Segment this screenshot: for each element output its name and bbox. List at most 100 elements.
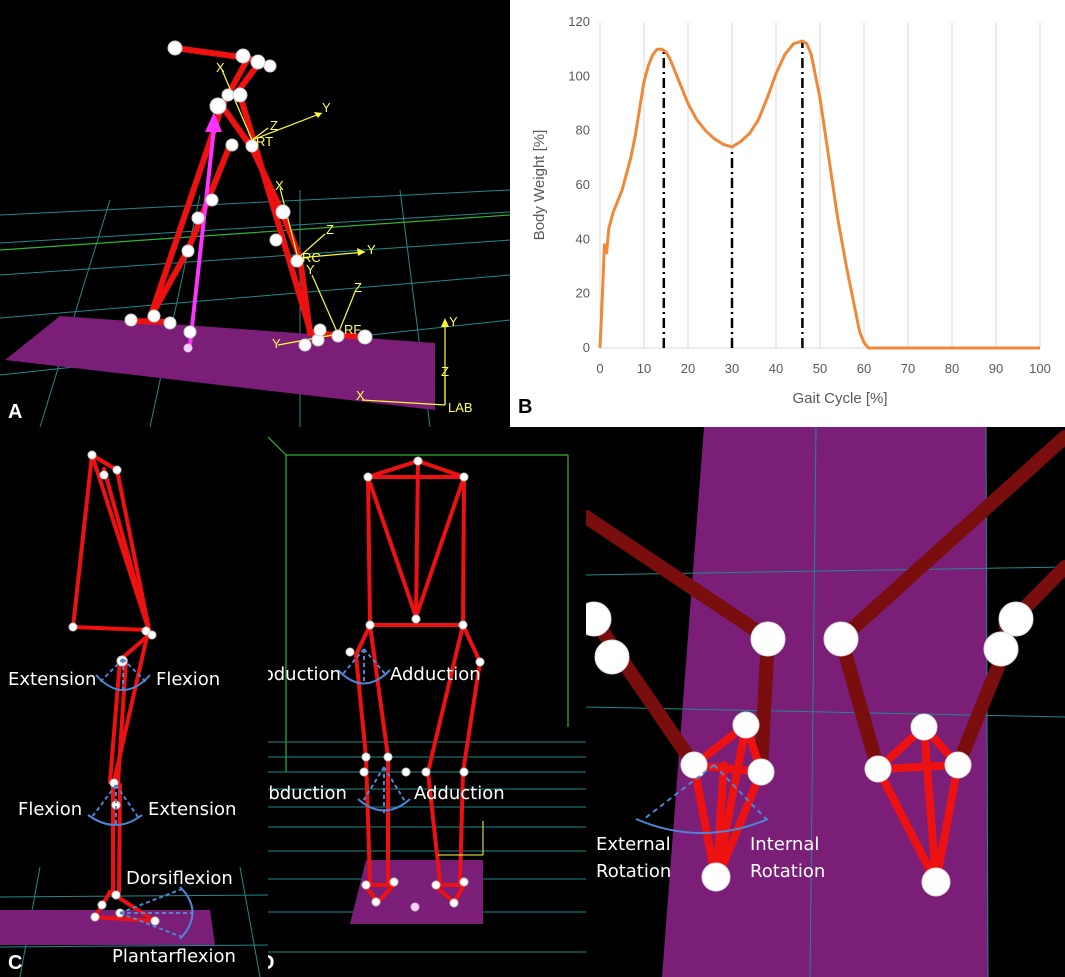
marker: [150, 916, 160, 926]
marker: [263, 59, 277, 73]
marker: [167, 40, 183, 56]
chart-x-tick-label: 50: [813, 361, 827, 376]
lab-axes-small: [438, 821, 484, 856]
chart-x-tick-label: 30: [725, 361, 739, 376]
annotation-internal-rotation-line2: Rotation: [750, 861, 825, 882]
marker: [998, 601, 1034, 637]
annotation-external-rotation-line2: Rotation: [596, 861, 671, 882]
marker: [371, 897, 381, 907]
floor-plate: [662, 427, 988, 977]
chart-y-tick-label: 20: [576, 286, 590, 301]
marker: [459, 472, 469, 482]
marker: [680, 751, 708, 779]
annotation-hip-adduction: Adduction: [390, 664, 481, 685]
axis-label: Z: [354, 280, 362, 295]
marker: [910, 713, 938, 741]
marker: [732, 711, 760, 739]
force-vector: [188, 127, 216, 346]
panel-e-scene: External Rotation Internal Rotation: [586, 427, 1065, 977]
force-vector-arrowhead: [205, 112, 222, 132]
panel-label-a: A: [8, 401, 22, 423]
annotation-knee-abduction: Abduction: [268, 783, 347, 804]
annotation-hip-extension: Extension: [8, 669, 96, 690]
marker: [290, 254, 304, 268]
markers: [586, 601, 1034, 897]
panel-label-d: D: [268, 952, 274, 974]
marker: [944, 751, 972, 779]
marker: [269, 233, 283, 247]
panel-b: 0 10 20 30 40 50 60 70 80 90 100 0 20 40 60 80 100 120 Ga…: [510, 0, 1065, 427]
marker: [183, 325, 197, 339]
axis-label: X: [216, 60, 225, 75]
marker: [68, 622, 78, 632]
chart-x-tick-label: 0: [596, 361, 603, 376]
axis-label: Y: [272, 336, 281, 351]
annotation-hip-abduction: Abduction: [268, 664, 341, 685]
markers: [124, 40, 373, 353]
marker: [363, 472, 373, 482]
axis-label: Y: [306, 262, 315, 277]
marker: [163, 316, 177, 330]
marker: [459, 877, 469, 887]
marker: [313, 323, 327, 337]
axis-label: LAB: [448, 400, 473, 415]
axis-label: Y: [322, 100, 331, 115]
chart-y-axis-label: Body Weight [%]: [531, 130, 548, 241]
chart-y-tick-label: 60: [576, 177, 590, 192]
panel-a-scene: X RT Z Y X Z RC Y Y Z RF Y Y Z X LAB A: [0, 40, 510, 427]
force-plate: [350, 860, 483, 924]
annotation-hip-flexion: Flexion: [156, 669, 220, 690]
panel-d: Abduction Adduction Abduction Adduction …: [268, 427, 586, 977]
marker: [298, 338, 312, 352]
chart-y-tick-label: 80: [576, 123, 590, 138]
skeleton: [127, 45, 368, 340]
chart-series-line: [598, 39, 1040, 350]
marker: [475, 657, 485, 667]
markers: [345, 456, 485, 912]
marker: [221, 88, 235, 102]
marker: [209, 97, 227, 115]
panel-label-c: C: [8, 952, 22, 974]
marker: [389, 877, 399, 887]
marker: [124, 313, 138, 327]
marker: [431, 880, 441, 890]
markers: [68, 450, 160, 926]
marker: [983, 631, 1019, 667]
chart-x-tick-label: 60: [857, 361, 871, 376]
marker: [750, 621, 786, 657]
marker: [87, 450, 97, 460]
force-plate: [0, 910, 215, 945]
marker: [359, 767, 369, 777]
chart-y-tick-label: 40: [576, 231, 590, 246]
marker: [361, 752, 371, 762]
marker: [205, 193, 219, 207]
chart-y-tick-label: 0: [583, 340, 590, 355]
annotation-ankle-plantarflexion: Plantarflexion: [112, 946, 236, 967]
marker: [225, 138, 239, 152]
marker: [331, 329, 345, 343]
chart-x-tick-label: 80: [945, 361, 959, 376]
marker: [357, 329, 373, 345]
marker: [586, 601, 612, 637]
chart-x-tick-label: 90: [989, 361, 1003, 376]
marker: [365, 620, 375, 630]
marker: [449, 898, 459, 908]
panel-c-scene: Extension Flexion Flexion Extension Dors…: [0, 450, 268, 977]
marker: [594, 639, 630, 675]
panel-label-b: B: [518, 396, 532, 418]
marker: [410, 902, 420, 912]
marker: [97, 900, 107, 910]
panel-e: External Rotation Internal Rotation: [586, 427, 1065, 977]
lab-grid-green-line: [0, 214, 510, 251]
force-plate: [5, 316, 435, 410]
marker: [401, 767, 411, 777]
chart-x-tick-label: 40: [769, 361, 783, 376]
chart-x-tick-label: 10: [637, 361, 651, 376]
axis-label: RF: [344, 322, 361, 337]
chart-x-tick-label: 20: [681, 361, 695, 376]
axis-label: Z: [270, 118, 278, 133]
marker: [413, 456, 423, 466]
panel-d-scene: Abduction Adduction Abduction Adduction …: [268, 436, 586, 974]
chart-x-axis-label: Gait Cycle [%]: [792, 390, 887, 407]
rotation-arcs: [87, 658, 194, 940]
